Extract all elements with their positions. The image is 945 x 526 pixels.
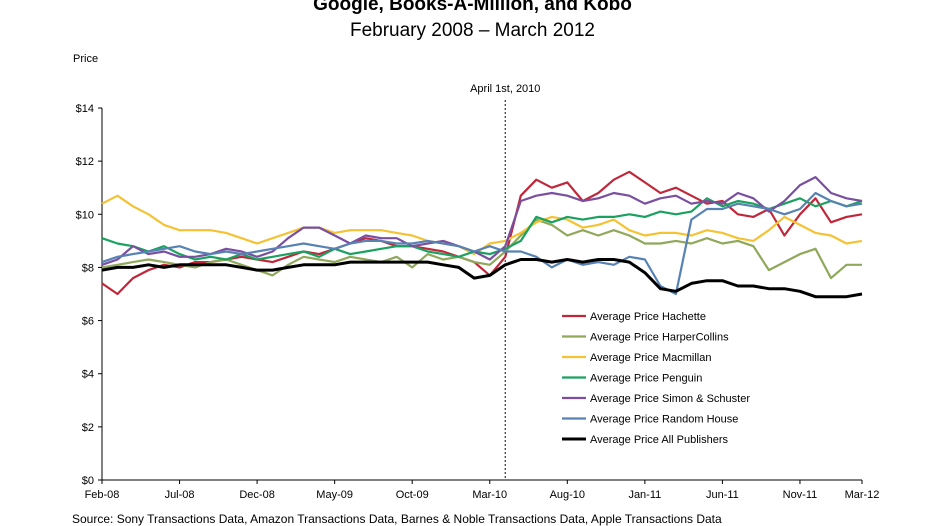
legend-label: Average Price Random House <box>590 414 738 426</box>
axes: $0 $2 $4 $6 $8 $10 $12 $14 Feb-08 Jul-08 Dec-08 May… <box>76 103 880 501</box>
series-line-2 <box>101 218 862 280</box>
x-tick-label: Mar-12 <box>845 489 880 501</box>
y-tick-label: $8 <box>82 262 94 274</box>
x-tick-label: Feb-08 <box>85 489 120 501</box>
y-tick-label: $12 <box>76 156 94 168</box>
legend-label: Average Price Simon & Schuster <box>590 393 750 405</box>
legend-label: Average Price Macmillan <box>590 352 711 364</box>
y-axis-label: Price <box>73 53 98 65</box>
legend-label: Average Price Penguin <box>590 373 702 385</box>
y-tick-label: $0 <box>82 475 94 487</box>
y-tick-label: $2 <box>82 422 94 434</box>
x-tick-label: Jun-11 <box>706 489 739 501</box>
annotation-label: April 1st, 2010 <box>470 83 540 95</box>
series-line-5 <box>101 176 863 266</box>
y-tick-label: $4 <box>82 369 94 381</box>
legend: Average Price Hachette Average Price Harp… <box>562 311 750 446</box>
series-line-4 <box>101 197 863 261</box>
x-tick-label: Aug-10 <box>550 489 585 501</box>
y-tick-label: $14 <box>76 103 94 115</box>
y-tick-label: $10 <box>76 209 94 221</box>
annotation: April 1st, 2010 <box>470 83 540 480</box>
x-tick-label: Nov-11 <box>783 489 818 501</box>
series-line-7 <box>101 258 863 299</box>
chart-subtitle: February 2008 – March 2012 <box>349 20 596 41</box>
y-tick-label: $6 <box>82 316 94 328</box>
legend-label: Average Price Hachette <box>590 311 706 323</box>
x-tick-label: May-09 <box>316 489 353 501</box>
legend-label: Average Price All Publishers <box>590 434 728 446</box>
chart-title: Google, Books-A-Million, and Kobo <box>313 0 632 15</box>
legend-label: Average Price HarperCollins <box>590 332 729 344</box>
x-tick-label: Jul-08 <box>165 489 195 501</box>
x-tick-label: Jan-11 <box>628 489 661 501</box>
series-line-6 <box>101 191 863 296</box>
source-note: Source: Sony Transactions Data, Amazon T… <box>72 512 722 526</box>
series-lines <box>101 170 863 299</box>
x-tick-label: Oct-09 <box>396 489 429 501</box>
x-tick-label: Mar-10 <box>472 489 507 501</box>
x-tick-label: Dec-08 <box>239 489 274 501</box>
